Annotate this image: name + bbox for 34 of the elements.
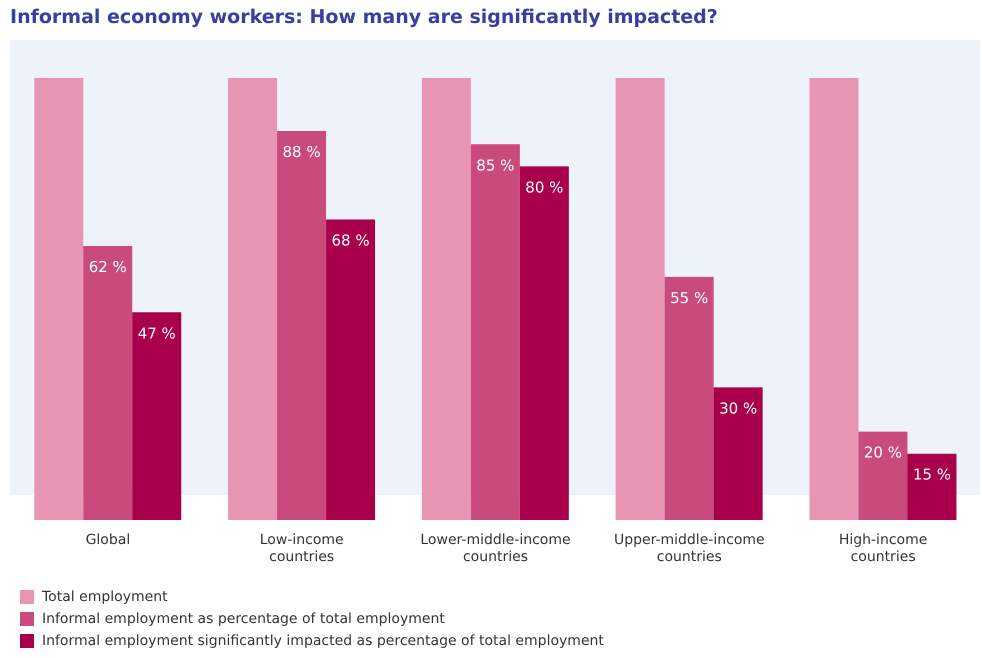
data-label: 85 % bbox=[476, 156, 514, 174]
bar bbox=[520, 166, 569, 520]
chart-title: Informal economy workers: How many are significantly impacted? bbox=[10, 6, 718, 28]
data-label: 55 % bbox=[670, 288, 708, 307]
data-label: 80 % bbox=[525, 178, 564, 196]
legend-label: Informal employment significantly impacted as percentage of total employment bbox=[42, 632, 604, 651]
data-label: 68 % bbox=[332, 231, 370, 250]
bar bbox=[809, 78, 858, 520]
data-label: 47 % bbox=[138, 324, 176, 342]
bar bbox=[470, 144, 520, 520]
bar bbox=[228, 78, 278, 520]
data-label: 62 % bbox=[88, 258, 127, 276]
bar bbox=[858, 432, 908, 520]
bar bbox=[326, 219, 376, 520]
x-tick-label: High-income countries bbox=[838, 532, 928, 565]
bar bbox=[277, 131, 326, 520]
bar bbox=[907, 454, 956, 520]
data-label: 88 % bbox=[282, 143, 321, 162]
legend-label: Informal employment as percentage of total employment bbox=[42, 610, 445, 629]
bar bbox=[34, 78, 84, 520]
bar bbox=[616, 78, 665, 520]
x-tick-label: Low-income countries bbox=[260, 532, 344, 565]
bar bbox=[664, 276, 714, 520]
bar bbox=[714, 387, 763, 520]
bar bbox=[132, 312, 182, 520]
bar bbox=[83, 246, 132, 520]
x-tick-label: Upper-middle-income countries bbox=[614, 532, 765, 565]
x-tick-label: Global bbox=[86, 532, 130, 548]
x-tick-label: Lower-middle-income countries bbox=[420, 532, 571, 565]
data-label: 30 % bbox=[719, 399, 758, 418]
data-label: 20 % bbox=[864, 444, 902, 462]
legend-label: Total employment bbox=[42, 588, 168, 607]
data-label: 15 % bbox=[912, 466, 952, 484]
bar bbox=[422, 78, 471, 520]
